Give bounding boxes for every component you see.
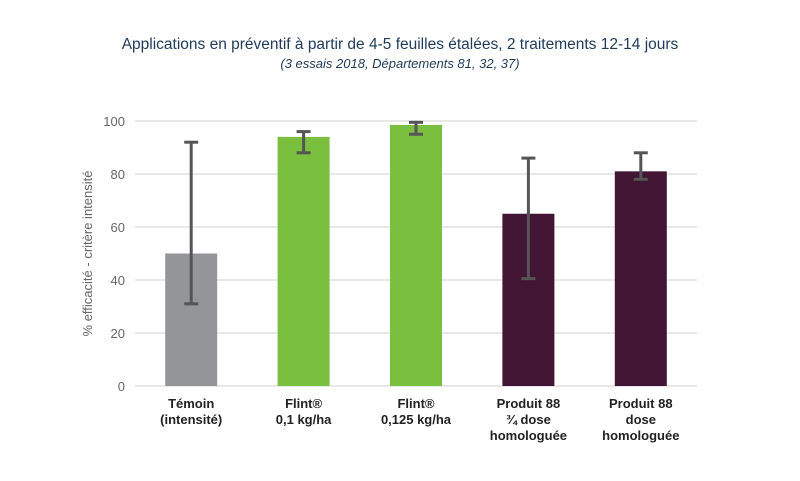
x-tick-label: 0,125 kg/ha	[381, 412, 452, 427]
y-tick-label: 0	[118, 379, 125, 394]
x-tick-label: ¾ dose	[506, 412, 551, 427]
chart-title: Applications en préventif à partir de 4-…	[121, 36, 679, 53]
chart-subtitle: (3 essais 2018, Départements 81, 32, 37)	[280, 56, 520, 71]
x-tick-label: Flint®	[285, 396, 322, 411]
x-tick-label: dose	[626, 412, 656, 427]
x-tick-label: (intensité)	[160, 412, 222, 427]
bar	[277, 136, 330, 386]
y-tick-label: 80	[111, 167, 125, 182]
x-tick-label: Produit 88	[609, 396, 673, 411]
x-tick-label: Produit 88	[497, 396, 561, 411]
y-tick-label: 60	[111, 220, 125, 235]
y-tick-label: 20	[111, 326, 125, 341]
x-tick-label: Témoin	[168, 396, 214, 411]
bar	[390, 124, 442, 386]
x-tick-label: homologuée	[602, 428, 679, 443]
bar	[614, 171, 667, 386]
y-axis-label: % efficacité - critère intensité	[80, 171, 95, 337]
y-tick-label: 40	[111, 273, 125, 288]
x-tick-label: 0,1 kg/ha	[276, 412, 332, 427]
x-tick-label: homologuée	[490, 428, 567, 443]
x-tick-label: Flint®	[397, 396, 434, 411]
y-tick-label: 100	[103, 114, 125, 129]
